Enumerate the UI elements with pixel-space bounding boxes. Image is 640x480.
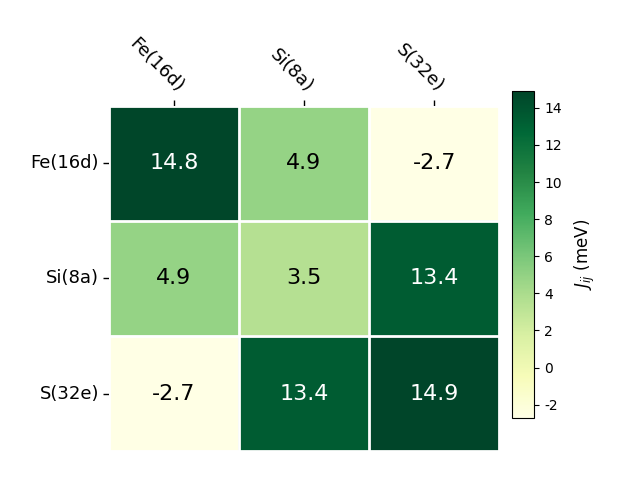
Text: 14.8: 14.8 bbox=[149, 153, 198, 173]
Text: 4.9: 4.9 bbox=[156, 268, 191, 288]
Bar bbox=[109, 336, 239, 451]
Bar bbox=[109, 106, 239, 221]
Text: -2.7: -2.7 bbox=[152, 384, 196, 404]
Bar bbox=[369, 336, 499, 451]
Text: 13.4: 13.4 bbox=[410, 268, 459, 288]
Text: 3.5: 3.5 bbox=[286, 268, 322, 288]
Bar bbox=[239, 221, 369, 336]
Text: 14.9: 14.9 bbox=[410, 384, 459, 404]
Y-axis label: $J_{ij}$ (meV): $J_{ij}$ (meV) bbox=[573, 219, 597, 290]
Text: -2.7: -2.7 bbox=[412, 153, 456, 173]
Text: 13.4: 13.4 bbox=[279, 384, 329, 404]
Text: 4.9: 4.9 bbox=[286, 153, 322, 173]
Bar bbox=[109, 221, 239, 336]
Bar bbox=[369, 106, 499, 221]
Bar bbox=[369, 221, 499, 336]
Bar bbox=[239, 336, 369, 451]
Bar bbox=[239, 106, 369, 221]
